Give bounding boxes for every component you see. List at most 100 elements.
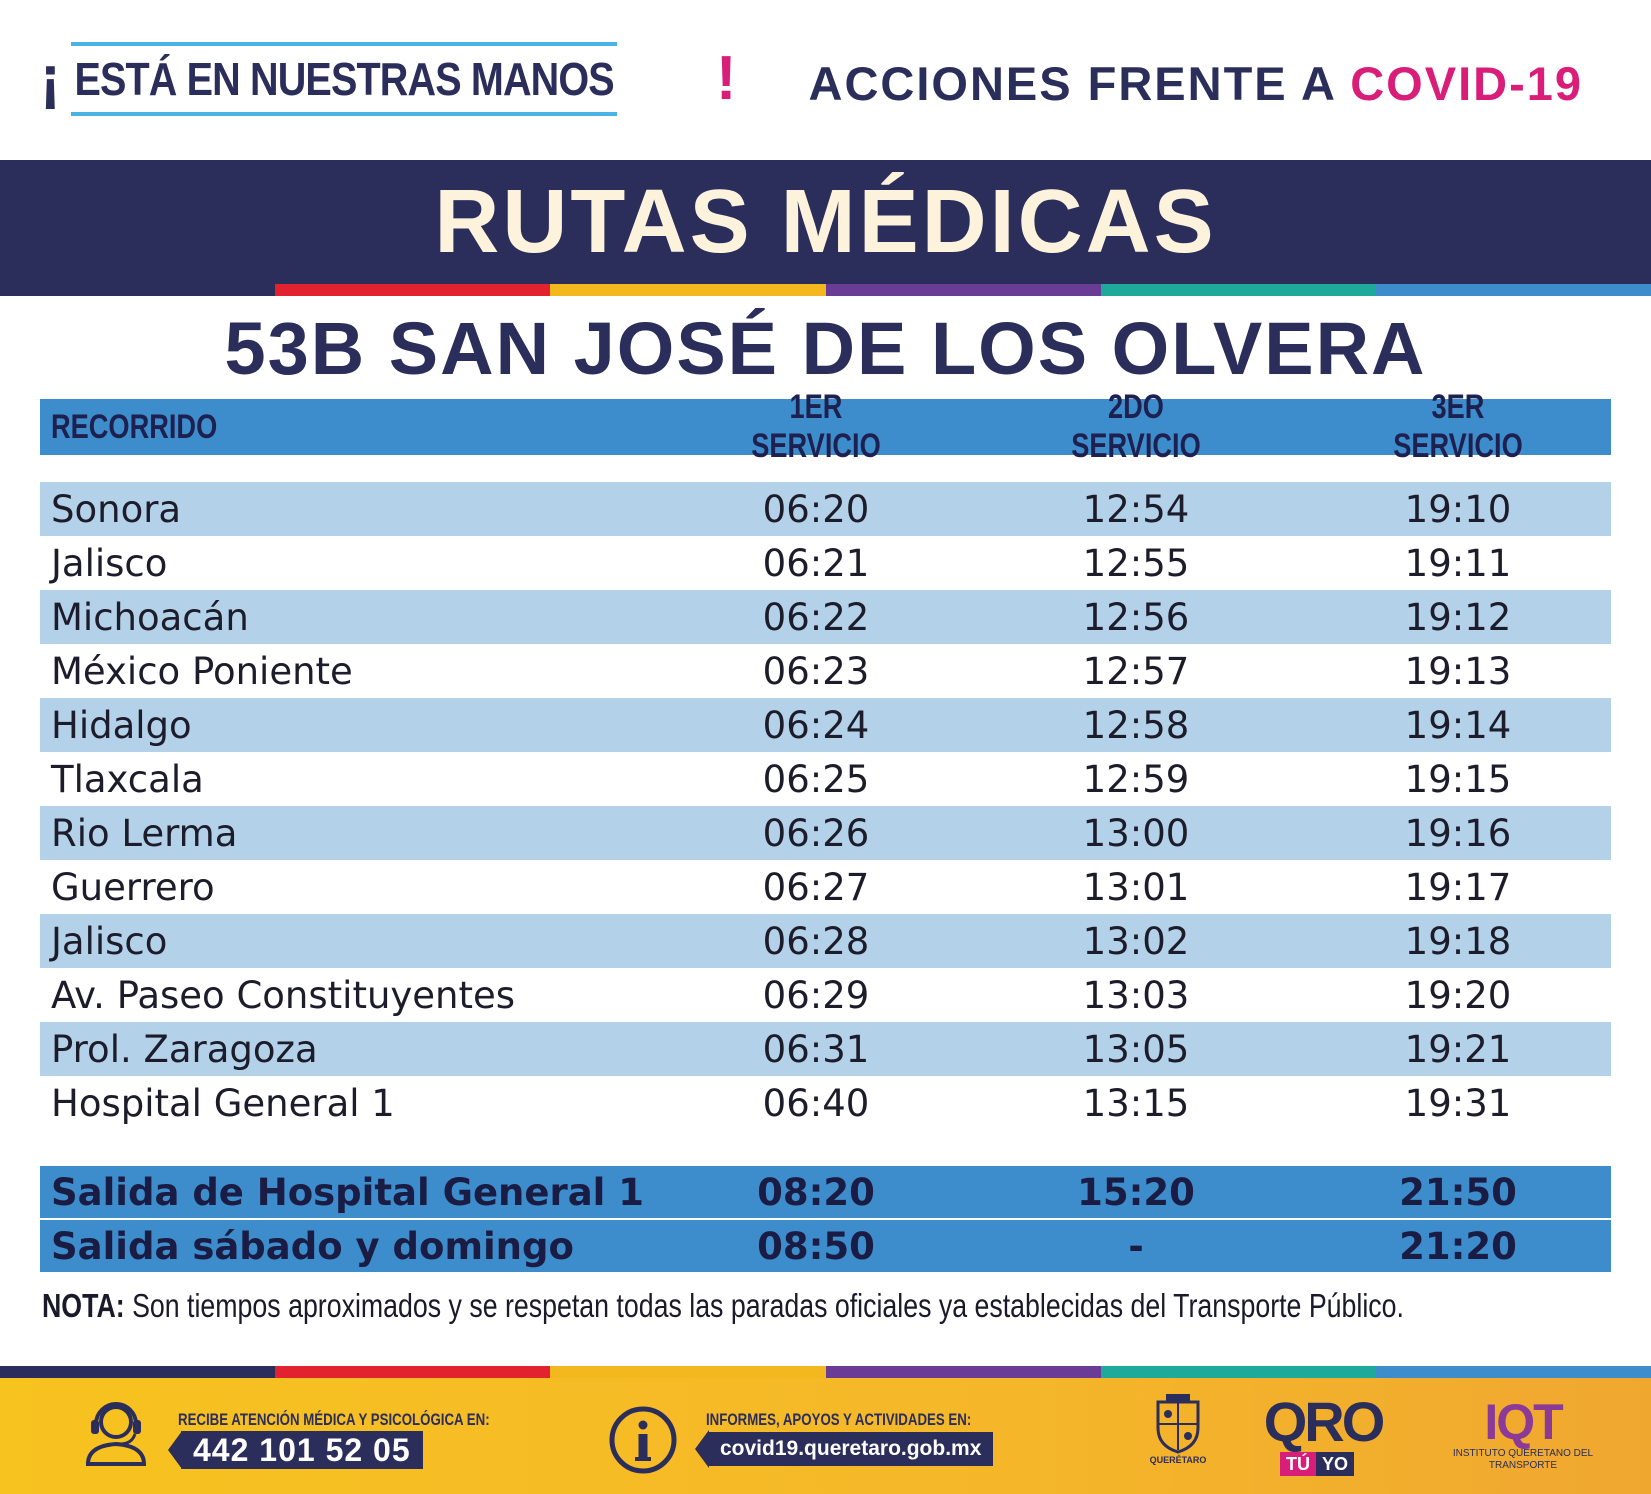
iqt-logo: IQT INSTITUTO QUERETANO DEL TRANSPORTE xyxy=(1448,1396,1598,1480)
stop-name: Tlaxcala xyxy=(51,757,204,801)
time-service-1: 06:24 xyxy=(762,703,870,747)
qro-logo: QRO TÚ YO xyxy=(1258,1392,1388,1480)
table-row: Jalisco 06:21 12:55 19:11 xyxy=(40,536,1611,590)
exit-row-hospital: Salida de Hospital General 1 08:20 15:20… xyxy=(40,1166,1611,1218)
stop-name: Hidalgo xyxy=(51,703,192,747)
time-service-1: 06:28 xyxy=(762,919,870,963)
note-text: Son tiempos aproximados y se respetan to… xyxy=(124,1287,1404,1324)
stop-name: Jalisco xyxy=(51,541,168,585)
page-title: RUTAS MÉDICAS xyxy=(434,171,1217,272)
time-service-3: 19:15 xyxy=(1404,757,1512,801)
table-row: Hidalgo 06:24 12:58 19:14 xyxy=(40,698,1611,752)
time-service-3: 19:20 xyxy=(1404,973,1512,1017)
stop-name: Av. Paseo Constituyentes xyxy=(51,973,516,1017)
time-service-3: 19:10 xyxy=(1404,487,1512,531)
time-service-1: 06:29 xyxy=(762,973,870,1017)
qro-word: QRO xyxy=(1263,1390,1386,1453)
table-row: Tlaxcala 06:25 12:59 19:15 xyxy=(40,752,1611,806)
time-service-2: 12:58 xyxy=(1082,703,1190,747)
actions-prefix: ACCIONES FRENTE A xyxy=(808,57,1351,110)
table-row: Guerrero 06:27 13:01 19:17 xyxy=(40,860,1611,914)
time-service-1: 06:25 xyxy=(762,757,870,801)
color-stripe-bottom xyxy=(0,1366,1651,1378)
slogan-logo: ¡ ESTÁ EN NUESTRAS MANOS ! xyxy=(40,36,736,122)
time-service-2: 12:57 xyxy=(1082,649,1190,693)
headset-icon xyxy=(85,1402,147,1466)
time-service-2: 13:01 xyxy=(1082,865,1190,909)
phone-pointer xyxy=(168,1431,182,1469)
time-service-3: 19:12 xyxy=(1404,595,1512,639)
stop-name: Michoacán xyxy=(51,595,249,639)
route-title: 53B SAN JOSÉ DE LOS OLVERA xyxy=(224,307,1427,390)
header-service-3: 3ER SERVICIO xyxy=(1393,388,1523,465)
note-label: NOTA: xyxy=(42,1287,125,1324)
stop-name: Jalisco xyxy=(51,919,168,963)
time-service-3: 19:21 xyxy=(1404,1027,1512,1071)
table-row: Jalisco 06:28 13:02 19:18 xyxy=(40,914,1611,968)
time-service-2: 13:02 xyxy=(1082,919,1190,963)
exit-time-service-2: - xyxy=(1128,1224,1144,1268)
exit-time-service-1: 08:20 xyxy=(757,1170,875,1214)
website-pointer xyxy=(695,1430,709,1468)
time-service-2: 12:54 xyxy=(1082,487,1190,531)
info-label: INFORMES, APOYOS Y ACTIVIDADES EN: xyxy=(706,1410,972,1429)
stop-name: Rio Lerma xyxy=(51,811,238,855)
title-band: RUTAS MÉDICAS xyxy=(0,160,1651,284)
qro-tag: TÚ YO xyxy=(1280,1452,1355,1476)
slogan-text: ESTÁ EN NUESTRAS MANOS xyxy=(70,42,617,116)
table-row: México Poniente 06:23 12:57 19:13 xyxy=(40,644,1611,698)
actions-heading: ACCIONES FRENTE A COVID-19 xyxy=(809,56,1584,111)
exit-time-service-3: 21:20 xyxy=(1399,1224,1517,1268)
header-service-1: 1ER SERVICIO xyxy=(751,388,881,465)
stop-name: Hospital General 1 xyxy=(51,1081,395,1125)
time-service-2: 13:03 xyxy=(1082,973,1190,1017)
time-service-2: 12:59 xyxy=(1082,757,1190,801)
time-service-3: 19:17 xyxy=(1404,865,1512,909)
time-service-3: 19:31 xyxy=(1404,1081,1512,1125)
phone-label: RECIBE ATENCIÓN MÉDICA Y PSICOLÓGICA EN: xyxy=(178,1410,490,1429)
actions-accent: COVID-19 xyxy=(1350,57,1583,110)
time-service-2: 13:00 xyxy=(1082,811,1190,855)
stop-name: Sonora xyxy=(51,487,182,531)
stop-name: México Poniente xyxy=(51,649,353,693)
phone-number[interactable]: 442 101 52 05 xyxy=(181,1431,423,1469)
time-service-1: 06:20 xyxy=(762,487,870,531)
table-row: Rio Lerma 06:26 13:00 19:16 xyxy=(40,806,1611,860)
exit-time-service-2: 15:20 xyxy=(1077,1170,1195,1214)
time-service-1: 06:21 xyxy=(762,541,870,585)
time-service-1: 06:26 xyxy=(762,811,870,855)
time-service-2: 13:15 xyxy=(1082,1081,1190,1125)
qro-tu: TÚ xyxy=(1280,1452,1316,1476)
iqt-word: IQT xyxy=(1484,1394,1563,1450)
qro-yo: YO xyxy=(1316,1452,1355,1476)
time-service-1: 06:31 xyxy=(762,1027,870,1071)
seal-caption: QUERÉTARO xyxy=(1149,1455,1207,1465)
time-service-1: 06:23 xyxy=(762,649,870,693)
stop-name: Guerrero xyxy=(51,865,215,909)
color-stripe-top xyxy=(0,284,1651,296)
table-row: Prol. Zaragoza 06:31 13:05 19:21 xyxy=(40,1022,1611,1076)
exit-time-service-3: 21:50 xyxy=(1399,1170,1517,1214)
table-row: Av. Paseo Constituyentes 06:29 13:03 19:… xyxy=(40,968,1611,1022)
table-header-row: RECORRIDO 1ER SERVICIO 2DO SERVICIO 3ER … xyxy=(40,388,1611,465)
table-row: Sonora 06:20 12:54 19:10 xyxy=(40,482,1611,536)
time-service-3: 19:11 xyxy=(1404,541,1512,585)
time-service-1: 06:27 xyxy=(762,865,870,909)
time-service-2: 13:05 xyxy=(1082,1027,1190,1071)
slogan-close-mark: ! xyxy=(715,44,737,113)
exit-row-weekend: Salida sábado y domingo 08:50 - 21:20 xyxy=(40,1220,1611,1272)
exit-time-service-1: 08:50 xyxy=(757,1224,875,1268)
website-link[interactable]: covid19.queretaro.gob.mx xyxy=(708,1432,994,1466)
time-service-3: 19:14 xyxy=(1404,703,1512,747)
stop-name: Prol. Zaragoza xyxy=(51,1027,318,1071)
header-service-2: 2DO SERVICIO xyxy=(1071,388,1201,465)
table-row: Hospital General 1 06:40 13:15 19:31 xyxy=(40,1076,1611,1130)
state-seal-icon: QUERÉTARO xyxy=(1130,1394,1226,1478)
time-service-3: 19:16 xyxy=(1404,811,1512,855)
slogan-open-mark: ¡ xyxy=(40,44,61,113)
exit-label: Salida sábado y domingo xyxy=(51,1224,574,1268)
iqt-caption: INSTITUTO QUERETANO DEL TRANSPORTE xyxy=(1452,1448,1594,1471)
time-service-3: 19:18 xyxy=(1404,919,1512,963)
time-service-2: 12:56 xyxy=(1082,595,1190,639)
info-icon xyxy=(609,1406,677,1474)
